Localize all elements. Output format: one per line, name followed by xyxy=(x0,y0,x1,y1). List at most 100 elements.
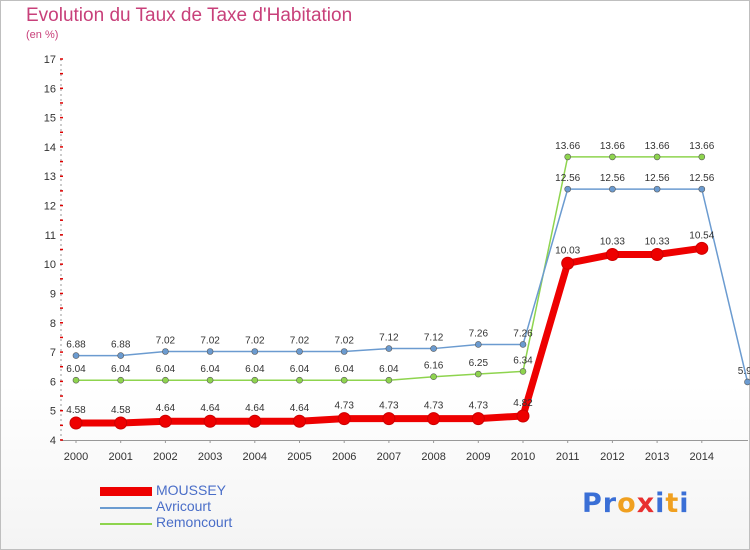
x-tick-label: 2002 xyxy=(153,451,177,463)
data-label-avricourt: 7.12 xyxy=(379,333,399,344)
data-label-moussey: 10.33 xyxy=(600,236,625,247)
data-point-moussey xyxy=(427,412,441,426)
logo-letter: x xyxy=(636,488,656,519)
x-tick-label: 2003 xyxy=(198,451,222,463)
x-tick-label: 2001 xyxy=(108,451,132,463)
chart-subtitle: (en %) xyxy=(26,29,59,41)
data-point-remoncourt xyxy=(609,153,616,161)
data-label-moussey: 4.73 xyxy=(334,401,354,412)
x-tick-label: 2010 xyxy=(511,451,535,463)
x-tick-label: 2004 xyxy=(243,451,267,463)
data-label-avricourt: 7.02 xyxy=(245,335,265,346)
data-point-moussey xyxy=(248,414,262,428)
data-point-avricourt xyxy=(519,341,527,348)
data-point-avricourt xyxy=(72,352,80,359)
data-point-remoncourt xyxy=(698,153,706,161)
legend-swatch-moussey xyxy=(100,487,152,496)
data-label-remoncourt: 6.04 xyxy=(290,364,310,375)
x-tick-label: 2012 xyxy=(600,451,624,463)
x-tick-label: 2011 xyxy=(556,451,580,463)
data-label-avricourt: 12.56 xyxy=(689,173,714,184)
data-point-moussey xyxy=(605,247,619,261)
data-label-avricourt: 7.02 xyxy=(334,335,354,346)
data-point-moussey xyxy=(561,256,575,270)
data-point-avricourt xyxy=(474,341,482,348)
chart-data-labels: 6.04 6.04 6.04 6.04 6.04 6.04 6.04 6.04 6.16 6.25… xyxy=(66,141,750,416)
data-label-avricourt: 7.02 xyxy=(156,335,176,346)
data-label-remoncourt: 6.04 xyxy=(66,364,86,375)
data-point-remoncourt xyxy=(430,373,437,380)
data-label-remoncourt: 13.66 xyxy=(600,141,625,152)
data-label-avricourt: 7.26 xyxy=(469,328,489,339)
x-tick-label: 2007 xyxy=(377,451,401,463)
data-label-avricourt: 6.88 xyxy=(66,340,86,351)
data-label-remoncourt: 6.04 xyxy=(156,364,176,375)
data-point-moussey xyxy=(516,409,530,423)
data-point-moussey xyxy=(650,247,664,261)
data-point-avricourt xyxy=(744,378,750,386)
data-label-moussey: 4.82 xyxy=(513,398,533,409)
data-point-avricourt xyxy=(385,345,393,352)
data-label-moussey: 10.33 xyxy=(645,236,670,247)
y-tick-label: 13 xyxy=(44,171,56,183)
x-tick-label: 2009 xyxy=(466,451,490,463)
series-line-avricourt xyxy=(76,188,749,383)
data-label-moussey: 10.54 xyxy=(689,230,714,241)
chart-series xyxy=(69,153,750,430)
data-point-remoncourt xyxy=(117,376,124,384)
data-label-remoncourt: 6.16 xyxy=(424,361,444,372)
data-point-avricourt xyxy=(430,345,437,352)
data-point-remoncourt xyxy=(474,370,482,378)
data-point-remoncourt xyxy=(162,376,169,384)
data-label-remoncourt: 13.66 xyxy=(645,141,670,152)
data-label-moussey: 4.64 xyxy=(290,403,310,414)
chart-axes: 4 5 6 7 8 9 10 11 12 13 14 15 16 17 2000 2001 2002 2003 20… xyxy=(44,54,748,463)
data-label-avricourt: 6.88 xyxy=(111,340,131,351)
y-tick-label: 4 xyxy=(50,435,56,447)
data-point-avricourt xyxy=(117,352,124,359)
data-point-remoncourt xyxy=(251,376,259,384)
data-point-remoncourt xyxy=(519,368,527,375)
logo-letter: P xyxy=(582,488,603,519)
logo-letter: o xyxy=(617,488,637,519)
data-point-remoncourt xyxy=(296,376,303,384)
x-tick-label: 2008 xyxy=(421,451,445,463)
data-label-remoncourt: 6.04 xyxy=(379,364,399,375)
data-point-remoncourt xyxy=(340,376,348,384)
data-label-avricourt: 7.26 xyxy=(513,328,533,339)
legend-label-remoncourt: Remoncourt xyxy=(156,514,233,530)
y-tick-label: 12 xyxy=(44,201,56,213)
legend-swatch-remoncourt xyxy=(100,523,152,525)
data-point-remoncourt xyxy=(653,153,661,161)
data-point-avricourt xyxy=(698,185,706,193)
y-tick-label: 7 xyxy=(50,347,56,359)
data-point-moussey xyxy=(695,241,709,255)
logo-letter: i xyxy=(655,488,666,519)
data-label-remoncourt: 6.25 xyxy=(469,358,489,369)
data-point-avricourt xyxy=(340,348,348,355)
data-label-avricourt: 12.56 xyxy=(555,173,580,184)
legend-swatch-avricourt xyxy=(100,507,152,509)
data-label-moussey: 4.73 xyxy=(379,401,399,412)
data-label-remoncourt: 6.04 xyxy=(111,364,131,375)
data-point-avricourt xyxy=(296,348,303,355)
x-tick-label: 2005 xyxy=(287,451,311,463)
data-label-avricourt: 5.98 xyxy=(738,366,750,377)
data-point-remoncourt xyxy=(564,153,572,161)
y-tick-label: 10 xyxy=(44,259,56,271)
y-tick-label: 16 xyxy=(44,83,56,95)
y-tick-label: 6 xyxy=(50,376,56,388)
data-point-moussey xyxy=(382,412,396,426)
data-label-avricourt: 7.12 xyxy=(424,333,444,344)
data-label-moussey: 4.64 xyxy=(200,403,220,414)
y-tick-label: 14 xyxy=(44,142,56,154)
data-point-moussey xyxy=(69,416,83,430)
data-label-remoncourt: 6.04 xyxy=(200,364,220,375)
legend-label-avricourt: Avricourt xyxy=(156,498,211,514)
data-point-moussey xyxy=(114,416,128,430)
data-point-avricourt xyxy=(162,348,169,355)
data-label-remoncourt: 6.04 xyxy=(245,364,265,375)
x-tick-label: 2013 xyxy=(645,451,669,463)
data-point-moussey xyxy=(337,412,351,426)
